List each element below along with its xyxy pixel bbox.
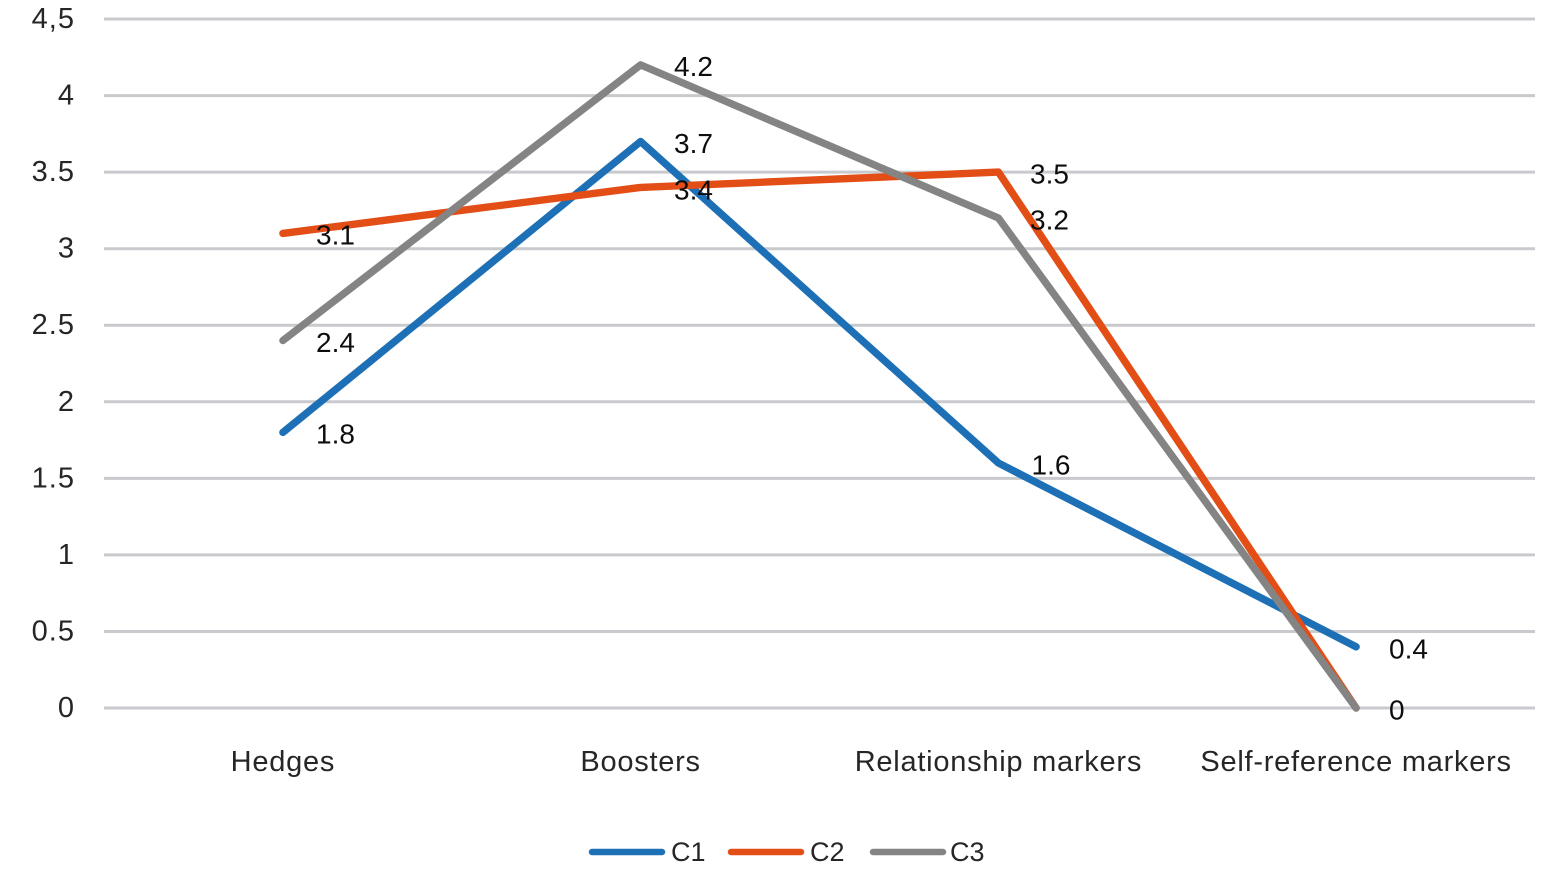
svg-text:1.5: 1.5: [32, 462, 75, 494]
svg-text:3.5: 3.5: [32, 156, 75, 188]
svg-text:3.4: 3.4: [674, 175, 713, 206]
svg-text:C3: C3: [950, 837, 985, 867]
svg-text:0: 0: [58, 692, 75, 724]
svg-text:0.5: 0.5: [32, 616, 75, 648]
svg-text:4,5: 4,5: [32, 3, 75, 35]
svg-text:3.1: 3.1: [316, 220, 355, 251]
svg-text:1.6: 1.6: [1032, 450, 1071, 481]
svg-text:3: 3: [58, 233, 75, 265]
svg-text:3.5: 3.5: [1030, 159, 1069, 190]
svg-text:2.5: 2.5: [32, 309, 75, 341]
svg-text:Boosters: Boosters: [580, 746, 700, 778]
svg-text:0.4: 0.4: [1389, 633, 1428, 664]
svg-text:3.7: 3.7: [674, 128, 713, 159]
svg-text:2.4: 2.4: [316, 327, 355, 358]
svg-text:4: 4: [58, 80, 75, 112]
svg-text:1.8: 1.8: [316, 419, 355, 450]
svg-text:C1: C1: [671, 837, 706, 867]
svg-text:4.2: 4.2: [674, 51, 713, 82]
svg-text:C2: C2: [810, 837, 845, 867]
svg-text:Relationship markers: Relationship markers: [855, 746, 1142, 778]
svg-text:3.2: 3.2: [1030, 205, 1069, 236]
svg-text:Self-reference markers: Self-reference markers: [1200, 746, 1511, 778]
svg-text:0: 0: [1389, 695, 1405, 726]
svg-text:Hedges: Hedges: [231, 746, 335, 778]
svg-text:2: 2: [58, 386, 75, 418]
svg-text:1: 1: [58, 539, 75, 571]
